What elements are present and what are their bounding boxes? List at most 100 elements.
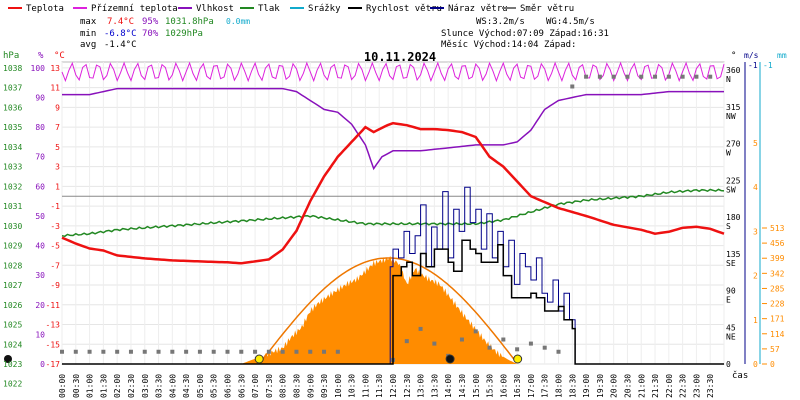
time-label-33: 16:30: [513, 374, 522, 398]
wind-direction-point-30: [515, 347, 520, 352]
wind-direction-point-28: [487, 345, 492, 350]
solar-tick-1: 456: [770, 239, 785, 248]
temperature-tick-8: -3: [50, 222, 60, 231]
time-label-2: 01:00: [86, 374, 95, 398]
time-axis-unit: čas: [732, 370, 748, 381]
wind-direction-point-20: [335, 349, 340, 354]
pressure-tick-10: 1028: [3, 261, 22, 270]
sunrise-marker: [254, 354, 264, 364]
wind-direction-point-39: [639, 74, 644, 79]
time-label-12: 06:00: [224, 374, 233, 398]
wind-direction-point-31: [528, 341, 533, 346]
stat-min-temp: -6.8°C: [104, 29, 137, 39]
pressure-tick-13: 1025: [3, 321, 22, 330]
humidity-tick-3: 70: [35, 153, 45, 162]
solar-radiation: [241, 255, 518, 365]
wind-tick-3: 2: [753, 272, 758, 281]
time-label-25: 12:30: [403, 374, 412, 398]
direction-label-5: SE: [726, 259, 736, 268]
temperature-tick-1: 11: [50, 84, 60, 93]
rain-axis-unit: mm: [777, 51, 787, 60]
direction-tick-8: 0: [726, 360, 731, 369]
humidity-tick-7: 30: [35, 271, 45, 280]
temperature-tick-6: 1: [55, 182, 60, 191]
time-label-9: 04:30: [182, 374, 191, 398]
solar-theoretical-line: [258, 257, 517, 365]
solar-tick-4: 285: [770, 284, 785, 293]
time-label-35: 17:30: [541, 374, 550, 398]
sunset-marker: [513, 354, 523, 364]
temperature-tick-12: -11: [46, 301, 61, 310]
stat-max-temp: 7.4°C: [107, 17, 134, 27]
time-label-26: 13:00: [417, 374, 426, 398]
time-label-43: 21:30: [651, 374, 660, 398]
time-label-22: 11:00: [361, 374, 370, 398]
wind-tick-2: 3: [753, 227, 758, 236]
time-label-11: 05:30: [210, 374, 219, 398]
time-label-32: 16:00: [499, 374, 508, 398]
time-label-29: 14:30: [458, 374, 467, 398]
time-label-34: 17:00: [527, 374, 536, 398]
legend-label-5: Srážky: [308, 4, 341, 14]
time-label-23: 11:30: [375, 374, 384, 398]
wind-direction-point-9: [184, 349, 189, 354]
stat-min-press: 1029hPa: [165, 29, 203, 39]
temperature-tick-15: -17: [46, 360, 61, 369]
stat-avg-label: avg: [80, 40, 96, 50]
time-label-27: 13:30: [430, 374, 439, 398]
wind-direction-point-0: [60, 349, 64, 354]
direction-label-1: NW: [726, 112, 736, 121]
wind-direction-point-42: [680, 74, 685, 79]
solar-tick-7: 114: [770, 330, 785, 339]
temperature-tick-10: -7: [50, 261, 60, 270]
legend-label-7: Náraz větru: [448, 4, 508, 14]
wind-tick-5: 0: [753, 360, 758, 369]
pressure-tick-16: 1022: [3, 380, 22, 389]
solar-tick-6: 171: [770, 315, 785, 324]
temperature-tick-3: 7: [55, 123, 60, 132]
stat-ws: WS:3.2m/s: [476, 17, 525, 27]
wind-direction-point-8: [170, 349, 175, 354]
legend-label-2: Přízemní teplota: [91, 4, 178, 14]
wind-direction-point-32: [542, 345, 547, 350]
direction-label-3: SW: [726, 185, 736, 194]
wind-direction-point-14: [253, 349, 258, 354]
time-label-5: 02:30: [127, 374, 136, 398]
stat-min-hum: 70%: [142, 29, 159, 39]
pressure-tick-3: 1035: [3, 123, 22, 132]
humidity-tick-0: 100: [31, 64, 46, 73]
time-label-44: 22:00: [665, 374, 674, 398]
humidity-tick-9: 10: [35, 330, 45, 339]
pressure-tick-4: 1034: [3, 143, 22, 152]
pressure-tick-9: 1029: [3, 242, 22, 251]
wind-direction-point-10: [197, 349, 202, 354]
wind-gust-line: [62, 186, 724, 365]
wind-direction-point-17: [294, 349, 299, 354]
direction-tick-6: 90: [726, 287, 736, 296]
time-label-15: 07:30: [265, 374, 274, 398]
pressure-tick-0: 1038: [3, 64, 22, 73]
ground-temperature-line: [61, 61, 725, 83]
time-label-4: 02:00: [113, 374, 122, 398]
direction-tick-0: 360: [726, 66, 741, 75]
wind-direction-point-36: [597, 74, 602, 79]
wind-direction-point-3: [101, 349, 106, 354]
pressure-tick-15: 1023: [3, 360, 22, 369]
time-label-24: 12:00: [389, 374, 398, 398]
time-label-14: 07:00: [251, 374, 260, 398]
pressure-tick-6: 1032: [3, 182, 22, 191]
stats-block: max 7.4°C 95% 1031.8hPa 0.0mm min -6.8°C 70% 102…: [80, 17, 609, 50]
temperature-tick-0: 13: [50, 64, 60, 73]
pressure-tick-7: 1031: [3, 202, 22, 211]
humidity-tick-4: 60: [35, 182, 45, 191]
wind-direction-point-5: [128, 349, 133, 354]
wind-direction-point-7: [156, 349, 161, 354]
wind-direction-point-18: [308, 349, 313, 354]
chart-title: 10.11.2024: [364, 50, 436, 64]
pressure-tick-12: 1026: [3, 301, 22, 310]
wind-direction-point-35: [584, 74, 589, 79]
wind-direction-point-43: [694, 74, 699, 79]
wind-direction-point-12: [225, 349, 230, 354]
temperature-tick-13: -13: [46, 321, 61, 330]
wind-tick-0: 5: [753, 139, 758, 148]
